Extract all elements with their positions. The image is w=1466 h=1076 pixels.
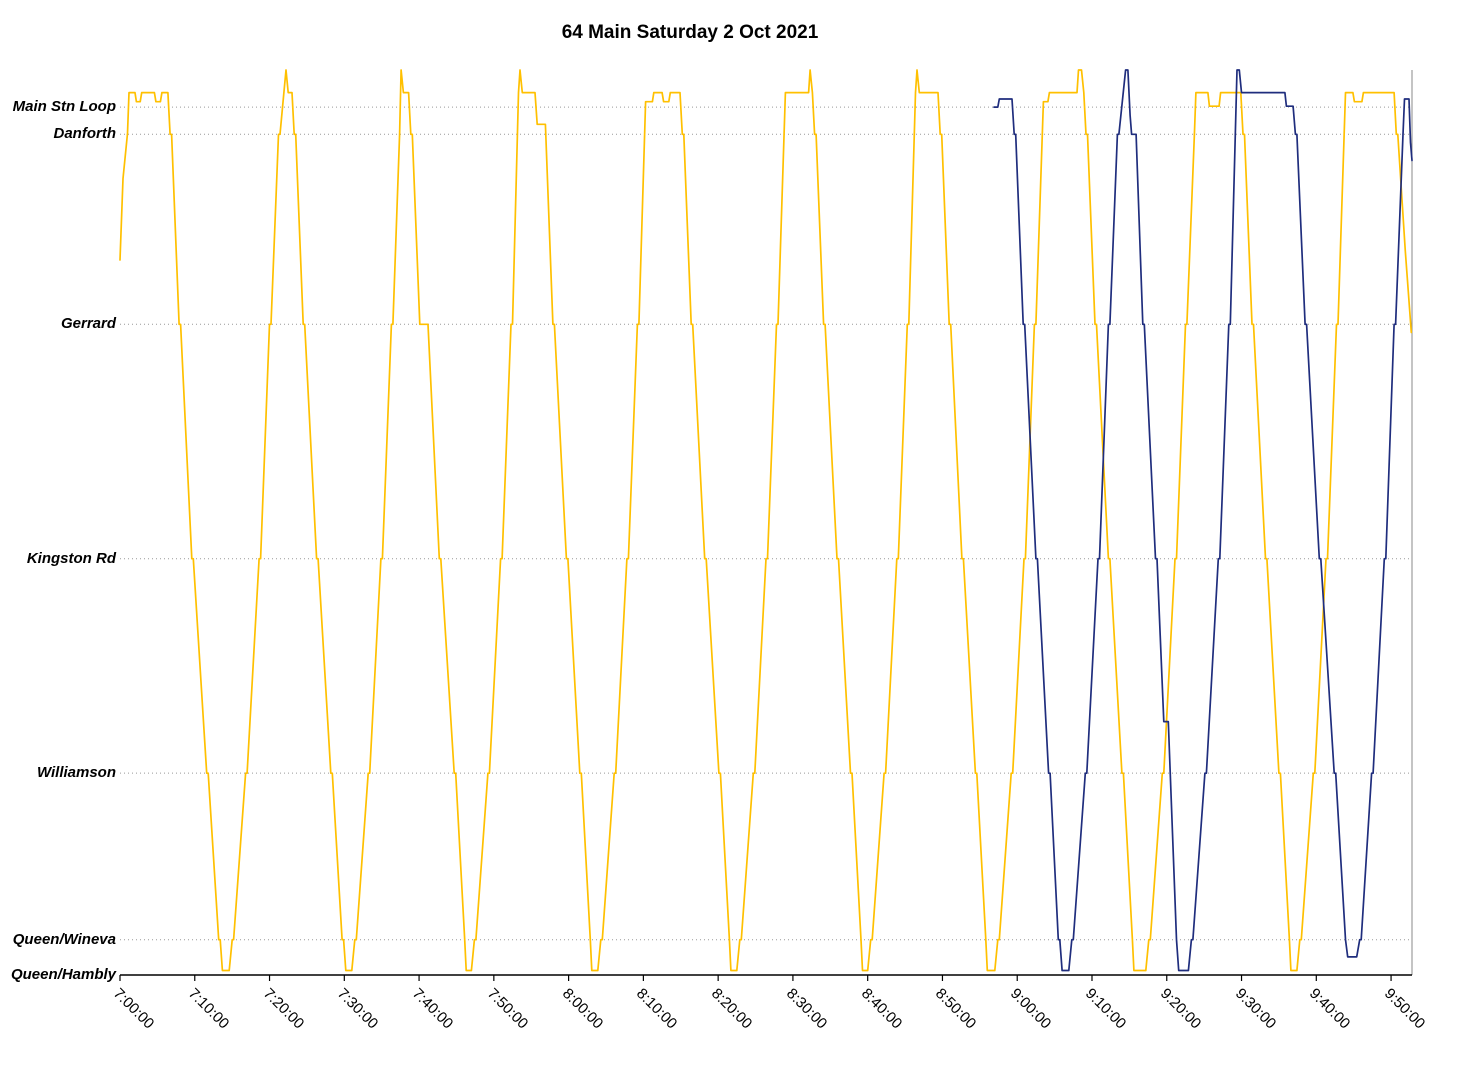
series-vehicle-orange bbox=[119, 69, 1413, 972]
y-axis-label-kingston-rd: Kingston Rd bbox=[26, 549, 116, 567]
y-axis-label-main-stn-loop: Main Stn Loop bbox=[12, 98, 116, 116]
y-axis-label-queen-wineva: Queen/Wineva bbox=[12, 930, 116, 948]
y-axis-label-gerrard: Gerrard bbox=[60, 315, 116, 333]
series-vehicle-navy bbox=[993, 69, 1413, 972]
y-axis-label-danforth: Danforth bbox=[53, 125, 117, 143]
chart-title: 64 Main Saturday 2 Oct 2021 bbox=[561, 22, 819, 43]
y-axis-label-williamson: Williamson bbox=[36, 764, 116, 782]
y-axis-label-queen-hambly: Queen/Hambly bbox=[10, 966, 116, 983]
